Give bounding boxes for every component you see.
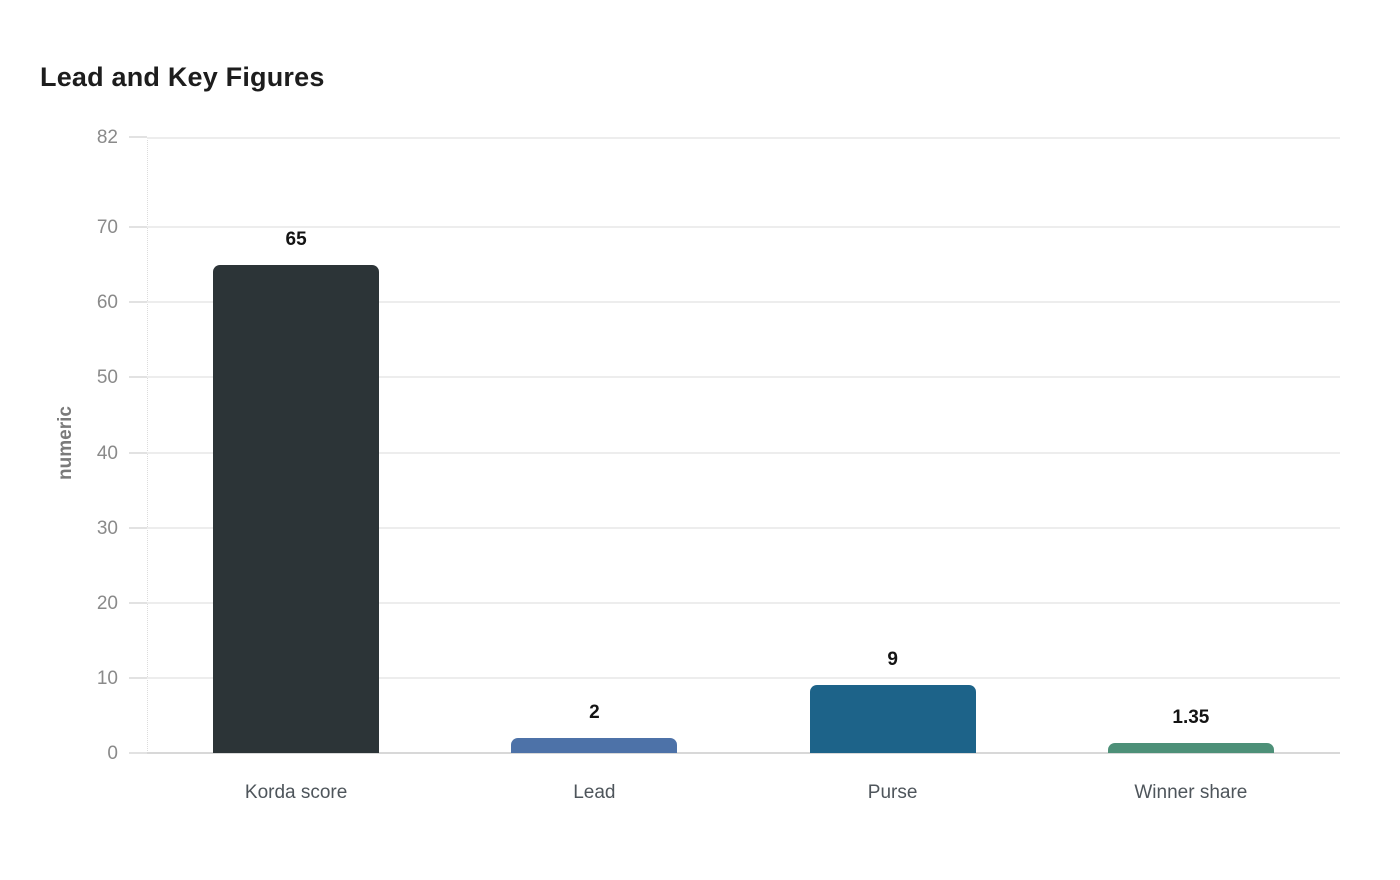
y-tick-mark bbox=[129, 136, 147, 138]
y-tick-label: 60 bbox=[96, 292, 118, 314]
y-tick-mark bbox=[129, 752, 147, 754]
gridline bbox=[147, 676, 1340, 679]
bar-lead[interactable] bbox=[511, 737, 678, 753]
y-axis-line bbox=[147, 137, 148, 753]
bar-value-label: 1.35 bbox=[1172, 706, 1210, 728]
y-tick-label: 10 bbox=[96, 667, 118, 689]
chart-title: Lead and Key Figures bbox=[40, 62, 325, 92]
bar-purse[interactable] bbox=[809, 685, 976, 753]
x-category-label: Purse bbox=[867, 782, 918, 803]
y-tick-label: 50 bbox=[96, 367, 118, 389]
gridline bbox=[147, 137, 1340, 139]
y-tick-mark bbox=[129, 676, 147, 679]
y-tick-mark bbox=[129, 451, 147, 454]
y-tick-mark bbox=[129, 526, 147, 529]
y-tick-mark bbox=[129, 601, 147, 604]
y-tick-label: 30 bbox=[96, 517, 118, 539]
gridline bbox=[147, 526, 1340, 529]
gridline bbox=[147, 451, 1340, 454]
bar-value-label: 65 bbox=[285, 228, 307, 250]
bar-winner-share[interactable] bbox=[1107, 742, 1274, 753]
x-category-label: Lead bbox=[573, 782, 616, 803]
gridline bbox=[147, 376, 1340, 379]
x-category-label: Korda score bbox=[244, 782, 348, 803]
gridline bbox=[147, 301, 1340, 304]
bar-value-label: 2 bbox=[589, 701, 600, 723]
y-tick-mark bbox=[129, 226, 147, 229]
zero-gridline bbox=[147, 752, 1340, 754]
y-tick-label: 20 bbox=[96, 592, 118, 614]
plot-area: 65 2 9 1.35 bbox=[147, 137, 1340, 754]
gridline bbox=[147, 601, 1340, 604]
y-tick-mark bbox=[129, 376, 147, 379]
y-tick-label: 40 bbox=[96, 442, 118, 464]
gridline bbox=[147, 226, 1340, 229]
bar-korda-score[interactable] bbox=[213, 264, 380, 753]
y-tick-label: 70 bbox=[96, 217, 118, 239]
y-tick-label: 0 bbox=[107, 743, 118, 764]
y-tick-mark bbox=[129, 301, 147, 304]
y-tick-label: 82 bbox=[96, 127, 118, 148]
x-category-label: Winner share bbox=[1134, 782, 1248, 803]
bar-value-label: 9 bbox=[887, 649, 898, 671]
